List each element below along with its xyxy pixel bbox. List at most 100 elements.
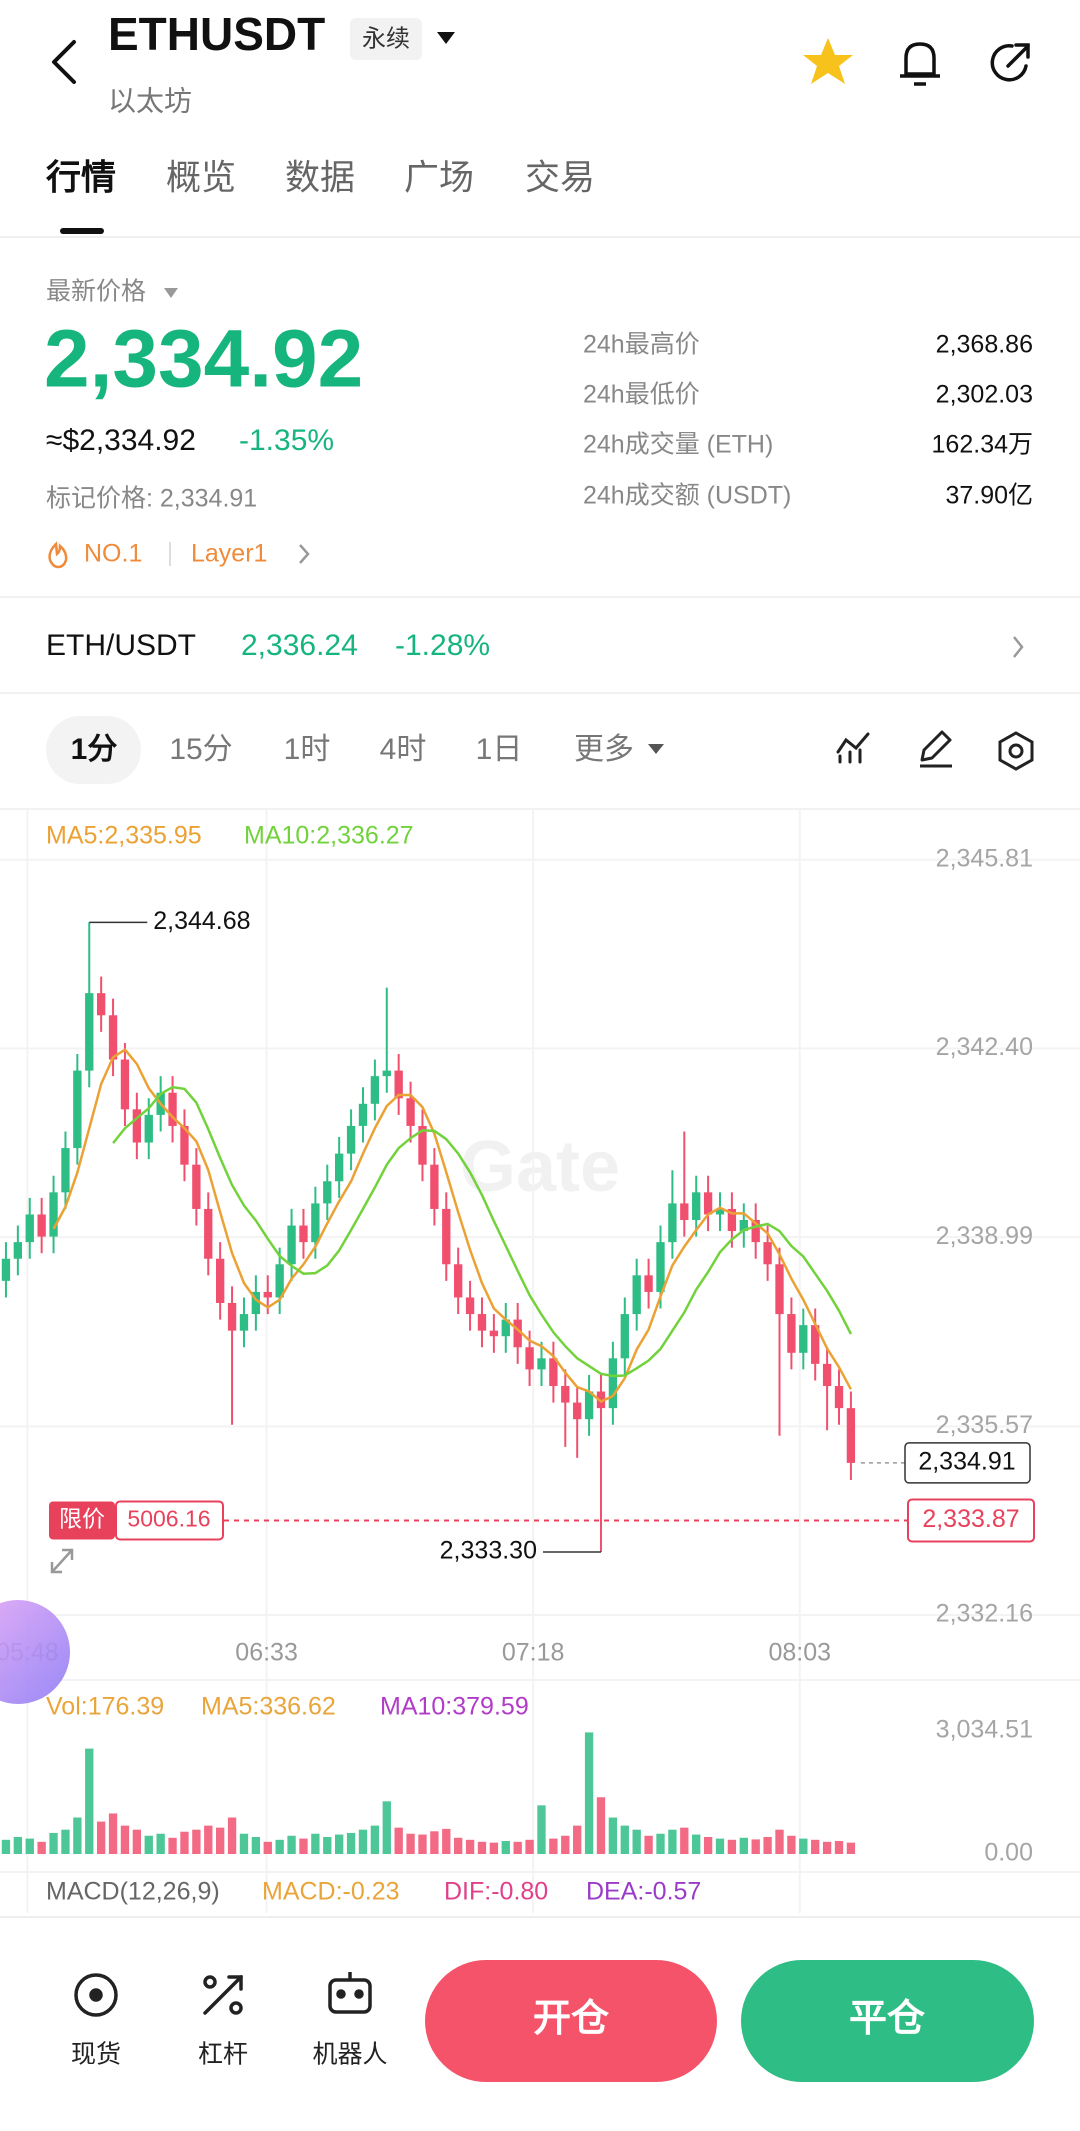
y-tick-label: 2,338.99 xyxy=(936,1222,1033,1250)
volume-bar xyxy=(454,1837,463,1854)
volume-bar xyxy=(656,1833,665,1854)
interval[interactable]: 4时 xyxy=(380,733,427,766)
volume-bar xyxy=(620,1825,629,1854)
stat-label: 24h成交额 (USDT) xyxy=(583,482,791,510)
ma-line xyxy=(112,1085,853,1378)
stat-value: 37.90亿 xyxy=(945,482,1033,510)
usd-price: ≈$2,334.92 xyxy=(46,424,196,457)
candle-body xyxy=(537,1358,546,1370)
interval[interactable]: 1时 xyxy=(284,733,331,766)
candle-body xyxy=(394,1070,403,1099)
volume-bar xyxy=(394,1827,403,1854)
candle-body xyxy=(358,1103,368,1126)
overlay xyxy=(0,1540,84,1704)
candle-body xyxy=(382,1070,391,1077)
candle-body xyxy=(120,1059,130,1110)
tab[interactable]: 广场 xyxy=(404,158,474,197)
y-tick-label: 2,335.57 xyxy=(936,1411,1033,1439)
floating-assistant[interactable] xyxy=(0,1600,70,1704)
volume-bar xyxy=(251,1836,261,1854)
favorite-star[interactable] xyxy=(803,38,853,84)
last-price-box xyxy=(904,1442,1031,1484)
expand-icon[interactable] xyxy=(50,1548,74,1574)
volume-bar xyxy=(739,1837,748,1854)
interval[interactable]: 15分 xyxy=(169,733,232,766)
candle-body xyxy=(346,1125,356,1154)
dropdown-arrow[interactable] xyxy=(437,32,455,44)
last-price: 2,334.92 xyxy=(44,314,363,405)
candle-body xyxy=(632,1275,641,1315)
candle-body xyxy=(275,1264,284,1298)
price-dropdown[interactable] xyxy=(164,288,178,298)
bell-icon[interactable] xyxy=(900,42,940,86)
spot-pair[interactable]: ETH/USDT xyxy=(46,629,196,662)
candle-body xyxy=(739,1220,748,1232)
candle-body xyxy=(132,1109,142,1143)
volume-bar xyxy=(430,1831,439,1854)
volume-bar xyxy=(311,1833,320,1854)
margin-icon[interactable] xyxy=(203,1975,243,2015)
order-tag[interactable]: 限价 xyxy=(59,1506,105,1532)
candle-body xyxy=(442,1208,451,1265)
x-tick-label: 08:03 xyxy=(768,1639,831,1667)
volume-bar xyxy=(275,1839,284,1854)
tab[interactable]: 数据 xyxy=(285,158,355,197)
candle-body xyxy=(763,1242,772,1265)
candle-body xyxy=(501,1319,510,1337)
volume-bar xyxy=(216,1827,225,1854)
interval[interactable]: 1日 xyxy=(476,733,523,766)
volume-bar xyxy=(561,1835,570,1854)
candle-body xyxy=(703,1192,713,1215)
rank: NO.1 xyxy=(84,540,142,568)
volume-bar xyxy=(25,1838,34,1854)
price-change: -1.35% xyxy=(239,424,334,457)
draw-icon[interactable] xyxy=(920,730,952,768)
volume-bar xyxy=(834,1841,844,1854)
volume-bar xyxy=(501,1841,510,1854)
nav-label[interactable]: 杠杆 xyxy=(198,2041,248,2069)
nav-label[interactable]: 机器人 xyxy=(312,2041,387,2069)
macd-legend: MACD(12,26,9) xyxy=(46,1878,220,1906)
stat-value: 2,302.03 xyxy=(936,381,1033,409)
volume-bar xyxy=(382,1801,391,1854)
volume-bar xyxy=(108,1813,118,1854)
macd-legend: DIF:-0.80 xyxy=(444,1878,548,1906)
volume-bar xyxy=(144,1835,153,1854)
open-position-button[interactable] xyxy=(425,1960,717,2082)
back-button[interactable] xyxy=(52,40,76,84)
close-position-button[interactable] xyxy=(741,1960,1034,2082)
candle-body xyxy=(799,1325,808,1353)
volume-bar xyxy=(85,1748,94,1854)
nav-label[interactable]: 现货 xyxy=(71,2041,121,2069)
settings-icon[interactable] xyxy=(998,731,1034,771)
close-label[interactable]: 平仓 xyxy=(849,1998,926,2040)
volume-bar xyxy=(477,1841,487,1854)
volume-bar xyxy=(358,1829,368,1854)
chevron[interactable] xyxy=(1013,636,1024,658)
interval[interactable]: 更多 xyxy=(574,733,634,766)
volume-bar xyxy=(335,1834,344,1854)
share-icon[interactable] xyxy=(990,43,1030,82)
candle-body xyxy=(525,1347,534,1370)
sector[interactable]: Layer1 xyxy=(191,540,267,568)
volume-bar xyxy=(346,1832,356,1854)
volume-bar xyxy=(49,1832,58,1854)
mark-price: 标记价格: 2,334.91 xyxy=(46,485,257,513)
candle-body xyxy=(216,1258,225,1303)
candle-body xyxy=(204,1208,213,1259)
tab[interactable]: 概览 xyxy=(166,158,236,197)
bot-icon[interactable] xyxy=(328,1972,372,2014)
more-dropdown[interactable] xyxy=(648,744,664,754)
tab[interactable]: 交易 xyxy=(525,158,595,197)
candle-body xyxy=(454,1264,463,1298)
open-label[interactable]: 开仓 xyxy=(533,1998,610,2040)
candle-body xyxy=(680,1203,689,1220)
contract-tag: 永续 xyxy=(362,25,410,52)
interval[interactable]: 1分 xyxy=(71,733,118,766)
indicator-icon[interactable] xyxy=(836,732,870,764)
chevron[interactable] xyxy=(299,544,310,564)
candle-body xyxy=(37,1214,46,1237)
tab[interactable]: 行情 xyxy=(46,158,116,197)
volume-bar xyxy=(370,1825,380,1854)
spot-icon[interactable] xyxy=(74,1973,118,2017)
